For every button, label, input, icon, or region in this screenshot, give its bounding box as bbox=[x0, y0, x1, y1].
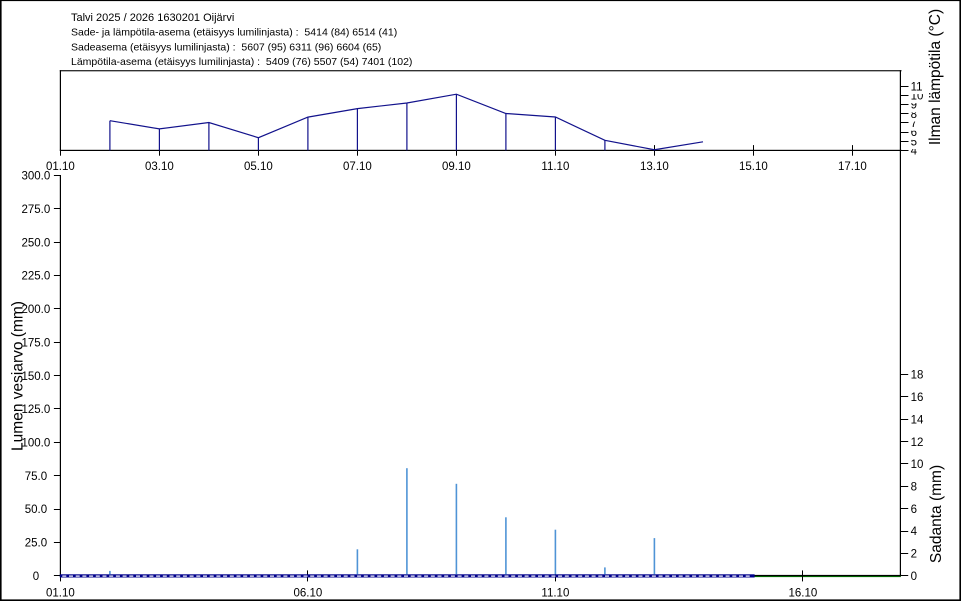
svg-text:05.10: 05.10 bbox=[244, 161, 273, 173]
svg-text:6: 6 bbox=[911, 504, 917, 516]
svg-text:Sadanta (mm): Sadanta (mm) bbox=[928, 465, 945, 563]
svg-text:6: 6 bbox=[911, 127, 917, 139]
svg-text:Ilman lämpötila (°C): Ilman lämpötila (°C) bbox=[927, 9, 944, 145]
svg-text:Lumen vesiarvo (mm): Lumen vesiarvo (mm) bbox=[10, 301, 27, 451]
svg-text:125.0: 125.0 bbox=[22, 404, 51, 416]
svg-text:4: 4 bbox=[911, 526, 918, 538]
svg-text:01.10: 01.10 bbox=[46, 587, 75, 599]
svg-text:16.10: 16.10 bbox=[789, 587, 818, 599]
svg-text:15.10: 15.10 bbox=[739, 161, 768, 173]
svg-text:01.10: 01.10 bbox=[46, 161, 75, 173]
svg-text:0: 0 bbox=[33, 571, 39, 583]
svg-text:0: 0 bbox=[911, 571, 917, 583]
svg-text:300.0: 300.0 bbox=[22, 171, 51, 183]
svg-text:Sadeasema (etäisyys lumilinjas: Sadeasema (etäisyys lumilinjasta) : 5607… bbox=[71, 41, 381, 53]
svg-text:14: 14 bbox=[911, 414, 924, 426]
svg-text:275.0: 275.0 bbox=[22, 204, 51, 216]
svg-text:225.0: 225.0 bbox=[22, 271, 51, 283]
svg-text:16: 16 bbox=[911, 392, 924, 404]
svg-text:18: 18 bbox=[911, 370, 924, 382]
svg-text:2: 2 bbox=[911, 548, 917, 560]
svg-text:4: 4 bbox=[911, 146, 918, 158]
svg-text:7: 7 bbox=[911, 118, 917, 130]
svg-text:11.10: 11.10 bbox=[541, 587, 569, 599]
svg-text:09.10: 09.10 bbox=[442, 161, 471, 173]
svg-text:Sade- ja lämpötila-asema (etäi: Sade- ja lämpötila-asema (etäisyys lumil… bbox=[71, 27, 397, 39]
svg-text:250.0: 250.0 bbox=[22, 237, 51, 249]
svg-text:17.10: 17.10 bbox=[838, 161, 867, 173]
svg-text:5: 5 bbox=[911, 136, 917, 148]
svg-text:150.0: 150.0 bbox=[22, 371, 51, 383]
svg-text:12: 12 bbox=[911, 437, 924, 449]
svg-text:Talvi 2025 / 2026 1630201 Oijä: Talvi 2025 / 2026 1630201 Oijärvi bbox=[71, 12, 234, 24]
svg-text:50.0: 50.0 bbox=[25, 504, 47, 516]
svg-text:8: 8 bbox=[911, 109, 917, 121]
svg-text:8: 8 bbox=[911, 481, 917, 493]
svg-text:175.0: 175.0 bbox=[22, 337, 51, 349]
svg-text:Lämpötila-asema (etäisyys lumi: Lämpötila-asema (etäisyys lumilinjasta) … bbox=[71, 56, 412, 68]
svg-text:07.10: 07.10 bbox=[343, 161, 372, 173]
svg-text:200.0: 200.0 bbox=[22, 304, 51, 316]
svg-text:100.0: 100.0 bbox=[22, 437, 51, 449]
svg-text:06.10: 06.10 bbox=[294, 587, 323, 599]
svg-text:10: 10 bbox=[911, 459, 924, 471]
svg-text:25.0: 25.0 bbox=[25, 537, 47, 549]
svg-text:11.10: 11.10 bbox=[541, 161, 569, 173]
svg-text:13.10: 13.10 bbox=[640, 161, 669, 173]
svg-text:11: 11 bbox=[911, 81, 923, 93]
svg-text:03.10: 03.10 bbox=[145, 161, 174, 173]
svg-text:75.0: 75.0 bbox=[25, 471, 47, 483]
svg-text:9: 9 bbox=[911, 100, 917, 112]
